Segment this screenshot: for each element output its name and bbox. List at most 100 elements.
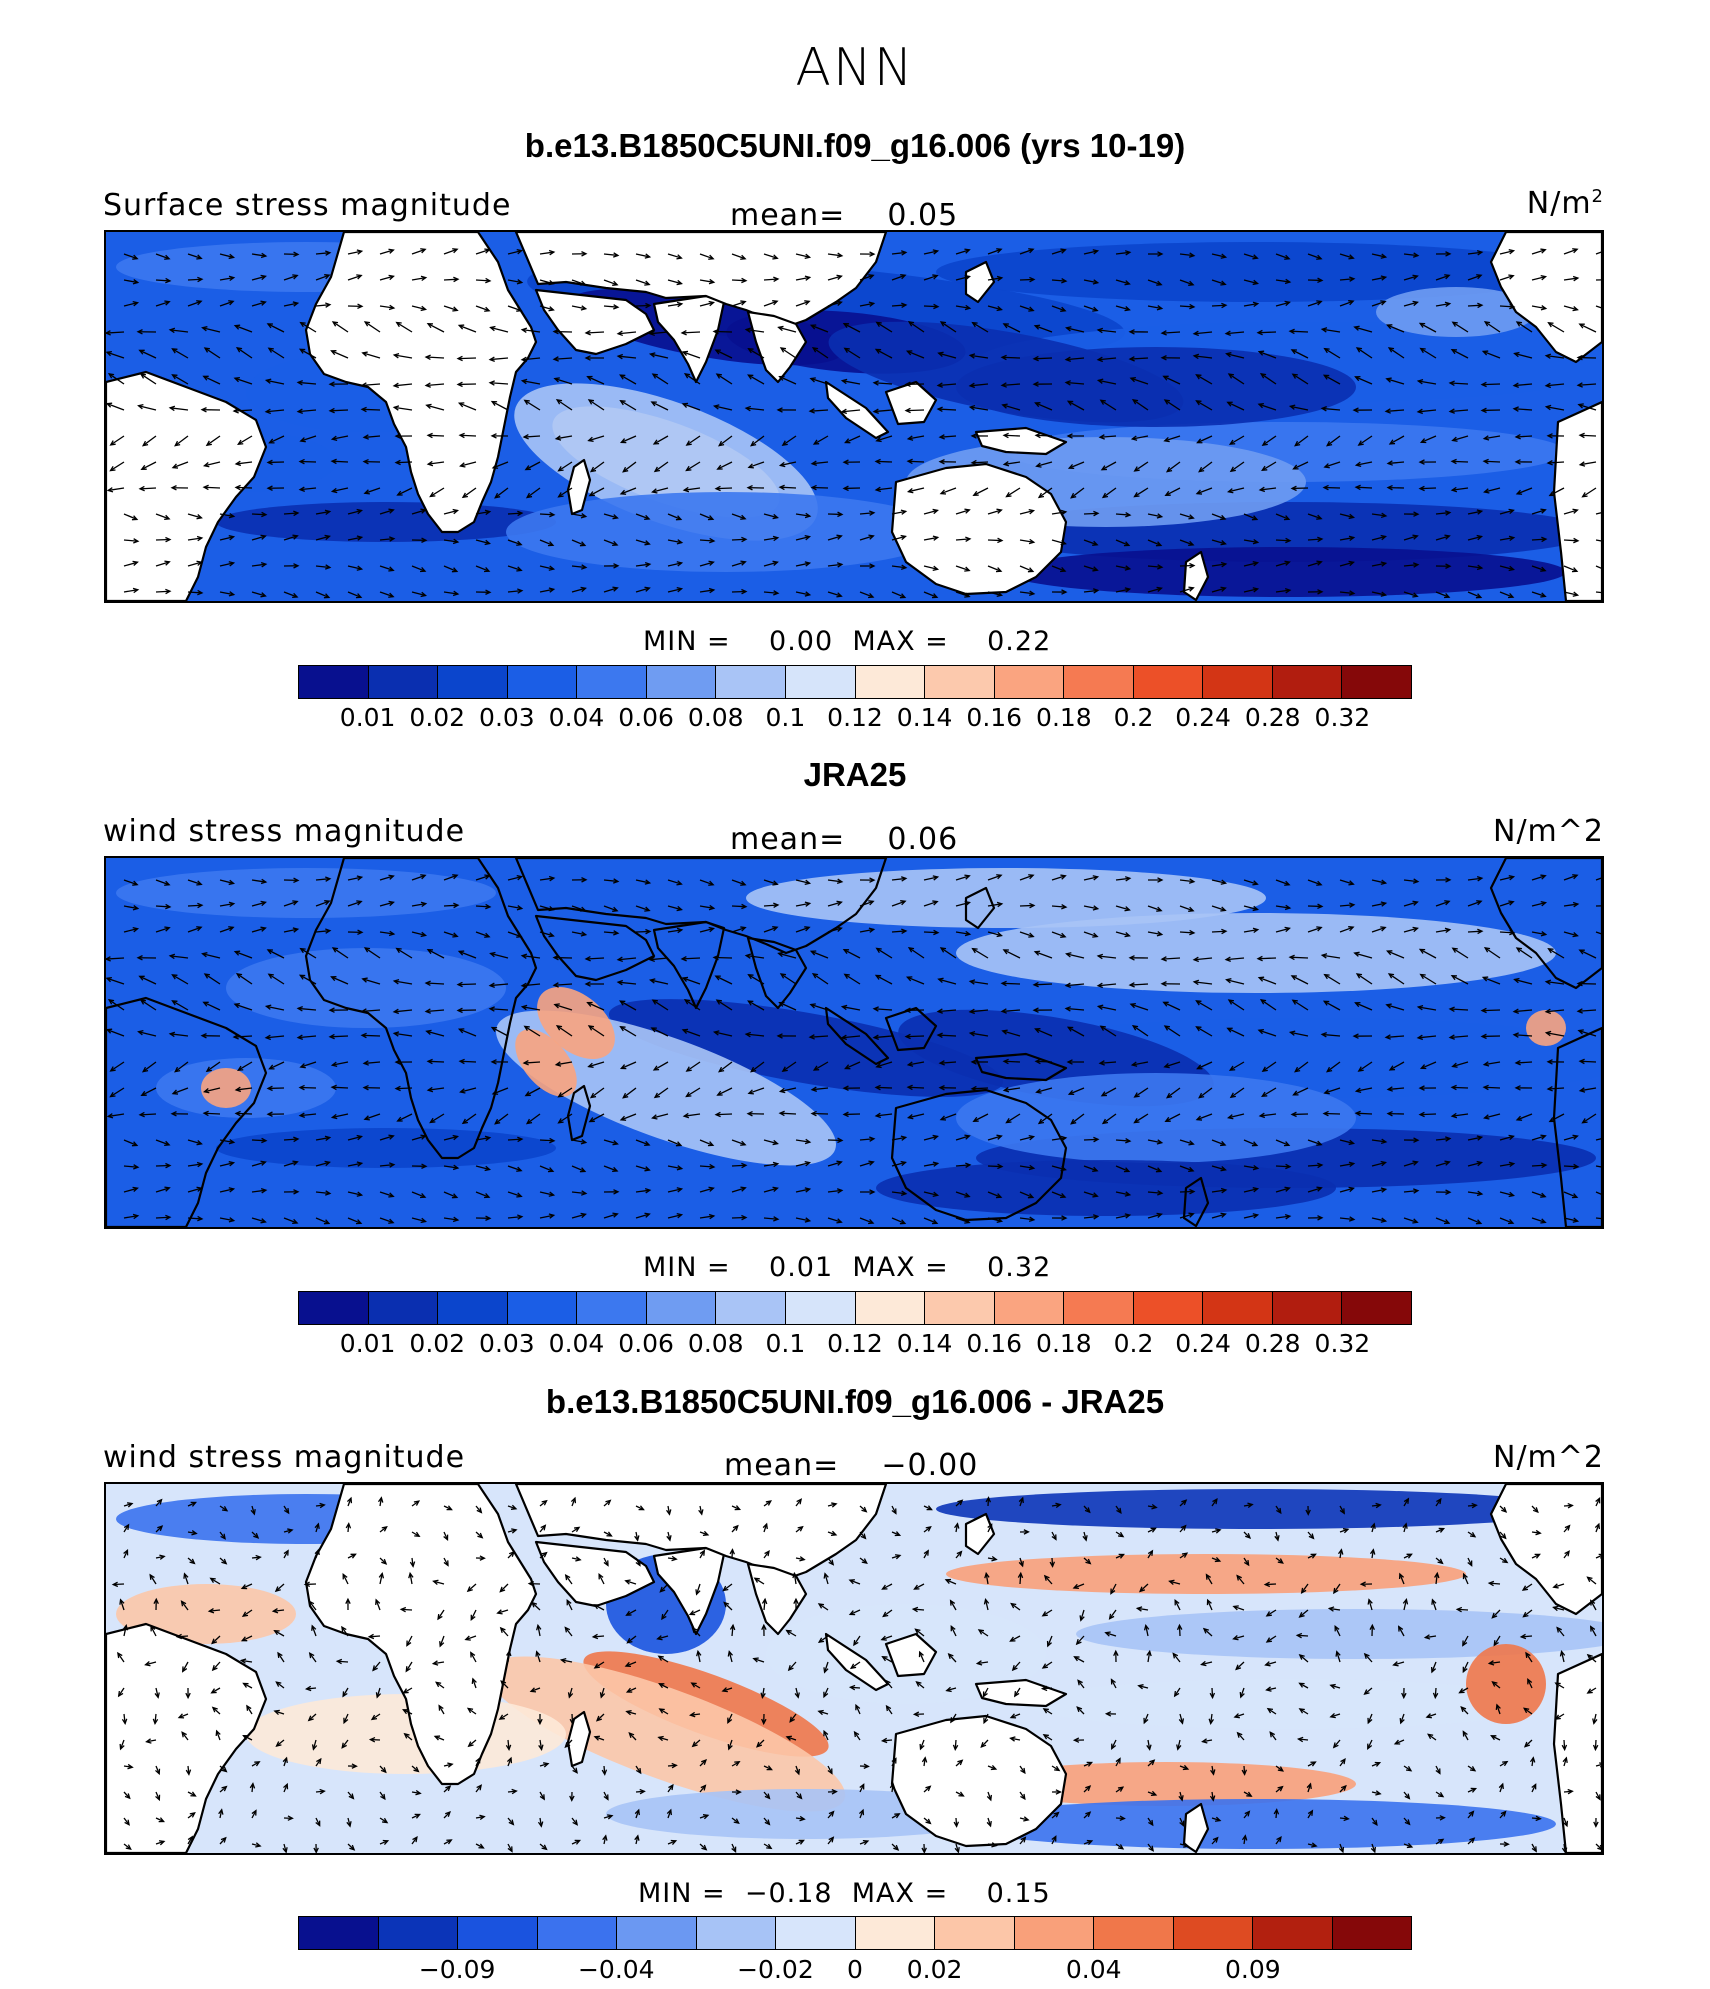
colorbar-tick-label: 0.08 bbox=[687, 703, 744, 732]
colorbar-swatch bbox=[438, 1292, 508, 1324]
colorbar-tick-label: 0.16 bbox=[966, 1329, 1023, 1358]
colorbar-swatch bbox=[1332, 1917, 1411, 1949]
contour-region bbox=[936, 1489, 1576, 1529]
coastline-japan bbox=[964, 260, 996, 304]
panel-1-left-label: Surface stress magnitude bbox=[103, 188, 512, 223]
panel-2-max-label: MAX = bbox=[852, 1252, 949, 1283]
panel-2-mean: mean= 0.06 bbox=[730, 822, 958, 857]
colorbar-swatch bbox=[458, 1917, 538, 1949]
colorbar-tick-label: 0.1 bbox=[765, 1329, 806, 1358]
coastline-nz bbox=[1182, 1802, 1210, 1853]
panel-2-units: N/m^2 bbox=[1493, 814, 1604, 849]
panel-3-map-svg bbox=[106, 1484, 1602, 1853]
colorbar-swatch bbox=[1342, 1292, 1411, 1324]
contour-region bbox=[216, 502, 556, 542]
coastline-australia bbox=[890, 1088, 1068, 1222]
panel-3-max-label: MAX = bbox=[851, 1878, 949, 1909]
colorbar-swatch bbox=[785, 1292, 856, 1324]
panel-1-colorbar bbox=[298, 665, 1412, 699]
coastline-samerica_w bbox=[1552, 1026, 1602, 1227]
colorbar-tick-label: 0.06 bbox=[618, 703, 674, 732]
colorbar-swatch bbox=[1203, 666, 1273, 698]
coastline-newguinea bbox=[974, 426, 1068, 456]
coastline-japan bbox=[964, 886, 996, 930]
colorbar-swatch bbox=[438, 666, 508, 698]
colorbar-tick-label: 0.18 bbox=[1036, 703, 1092, 732]
contour-region bbox=[956, 1073, 1356, 1163]
contour-region bbox=[956, 913, 1556, 993]
panel-2-colorbar-ticks: 0.01 0.02 0.03 0.04 0.06 0.08 0.1 0.12 0.14 0.16 0… bbox=[298, 1329, 1412, 1359]
colorbar-tick-label: −0.09 bbox=[418, 1955, 496, 1984]
colorbar-swatch bbox=[617, 1917, 697, 1949]
colorbar-swatch bbox=[1064, 1292, 1134, 1324]
colorbar-swatch bbox=[1133, 1292, 1204, 1324]
colorbar-tick-label: 0.18 bbox=[1036, 1329, 1092, 1358]
contour-region bbox=[1466, 1644, 1546, 1724]
panel-3-mean-label: mean= bbox=[724, 1448, 840, 1483]
coastline-samerica bbox=[106, 1622, 268, 1853]
coastline-madagascar bbox=[566, 1710, 592, 1768]
panel-3-colorbar bbox=[298, 1916, 1412, 1950]
colorbar-swatch bbox=[1342, 666, 1411, 698]
colorbar-tick-label: −0.02 bbox=[737, 1955, 814, 1984]
colorbar-tick-label: 0.02 bbox=[906, 1955, 963, 1984]
contour-region bbox=[956, 347, 1356, 427]
colorbar-swatch bbox=[776, 1917, 856, 1949]
coastline-newguinea bbox=[974, 1678, 1068, 1708]
panel-3-left-label: wind stress magnitude bbox=[103, 1440, 466, 1475]
colorbar-swatch bbox=[368, 666, 439, 698]
wind-vectors bbox=[106, 248, 1602, 599]
panel-3-min-label: MIN = bbox=[638, 1878, 726, 1909]
panel-2-mean-label: mean= bbox=[730, 822, 846, 857]
colorbar-tick-label: 0.24 bbox=[1175, 703, 1231, 732]
coastline-samerica bbox=[106, 370, 268, 601]
colorbar-tick-label: 0.08 bbox=[687, 1329, 744, 1358]
coastline-samerica_w bbox=[1552, 400, 1602, 601]
panel-3-colorbar-ticks: −0.09 −0.04 −0.02 0 0.02 0.04 0.09 bbox=[298, 1955, 1412, 1985]
panel-1-map-svg bbox=[106, 232, 1602, 601]
panel-2-minmax: MIN = 0.01 MAX = 0.32 bbox=[643, 1252, 1051, 1283]
panel-2-min-label: MIN = bbox=[643, 1252, 731, 1283]
colorbar-tick-label: 0.09 bbox=[1225, 1955, 1281, 1984]
colorbar-tick-label: 0.16 bbox=[966, 703, 1023, 732]
panel-1-units-text: N/m bbox=[1526, 186, 1592, 221]
panel-3-mean-value: −0.00 bbox=[881, 1448, 979, 1483]
colorbar-swatch bbox=[716, 1292, 786, 1324]
colorbar-tick-label: 0.12 bbox=[827, 1329, 883, 1358]
coastline-newguinea bbox=[974, 1052, 1068, 1082]
contour-region bbox=[608, 999, 1004, 1097]
colorbar-swatch bbox=[1203, 1292, 1273, 1324]
colorbar-tick-label: 0.04 bbox=[1065, 1955, 1122, 1984]
colorbar-swatch bbox=[577, 666, 647, 698]
panel-3-max-value: 0.15 bbox=[986, 1878, 1051, 1909]
colorbar-swatch bbox=[1094, 1917, 1174, 1949]
coastline-namerica bbox=[1489, 858, 1602, 990]
contour-region bbox=[1006, 547, 1566, 597]
colorbar-tick-label: 0.04 bbox=[548, 703, 605, 732]
colorbar-tick-label: 0.01 bbox=[339, 703, 396, 732]
colorbar-swatch bbox=[855, 666, 926, 698]
panel-1-mean-label: mean= bbox=[730, 198, 846, 233]
panel-1-mean: mean= 0.05 bbox=[730, 198, 958, 233]
panel-1-units: N/m2 bbox=[1380, 186, 1604, 221]
coastline-sumatra bbox=[824, 1006, 890, 1066]
colorbar-tick-label: 0.14 bbox=[896, 1329, 953, 1358]
colorbar-swatch bbox=[646, 1292, 717, 1324]
coastline-australia bbox=[890, 462, 1068, 596]
panel-3-units: N/m^2 bbox=[1493, 1440, 1604, 1475]
panel-3-map bbox=[104, 1482, 1604, 1855]
colorbar-tick-label: 0.32 bbox=[1314, 1329, 1371, 1358]
coastline-samerica_w bbox=[1552, 1652, 1602, 1853]
colorbar-swatch bbox=[1253, 1917, 1333, 1949]
colorbar-tick-label: 0.01 bbox=[339, 1329, 396, 1358]
colorbar-swatch bbox=[785, 666, 856, 698]
coastline-arabia bbox=[534, 288, 656, 356]
panel-1-min-label: MIN = bbox=[643, 626, 731, 657]
panel-2-map-svg bbox=[106, 858, 1602, 1227]
colorbar-tick-label: 0.1 bbox=[765, 703, 806, 732]
panel-2-left-label: wind stress magnitude bbox=[103, 814, 466, 849]
colorbar-tick-label: 0.32 bbox=[1314, 703, 1371, 732]
coastline-seasia bbox=[746, 310, 808, 384]
colorbar-tick-label: 0.03 bbox=[479, 1329, 535, 1358]
panel-2-map bbox=[104, 856, 1604, 1229]
